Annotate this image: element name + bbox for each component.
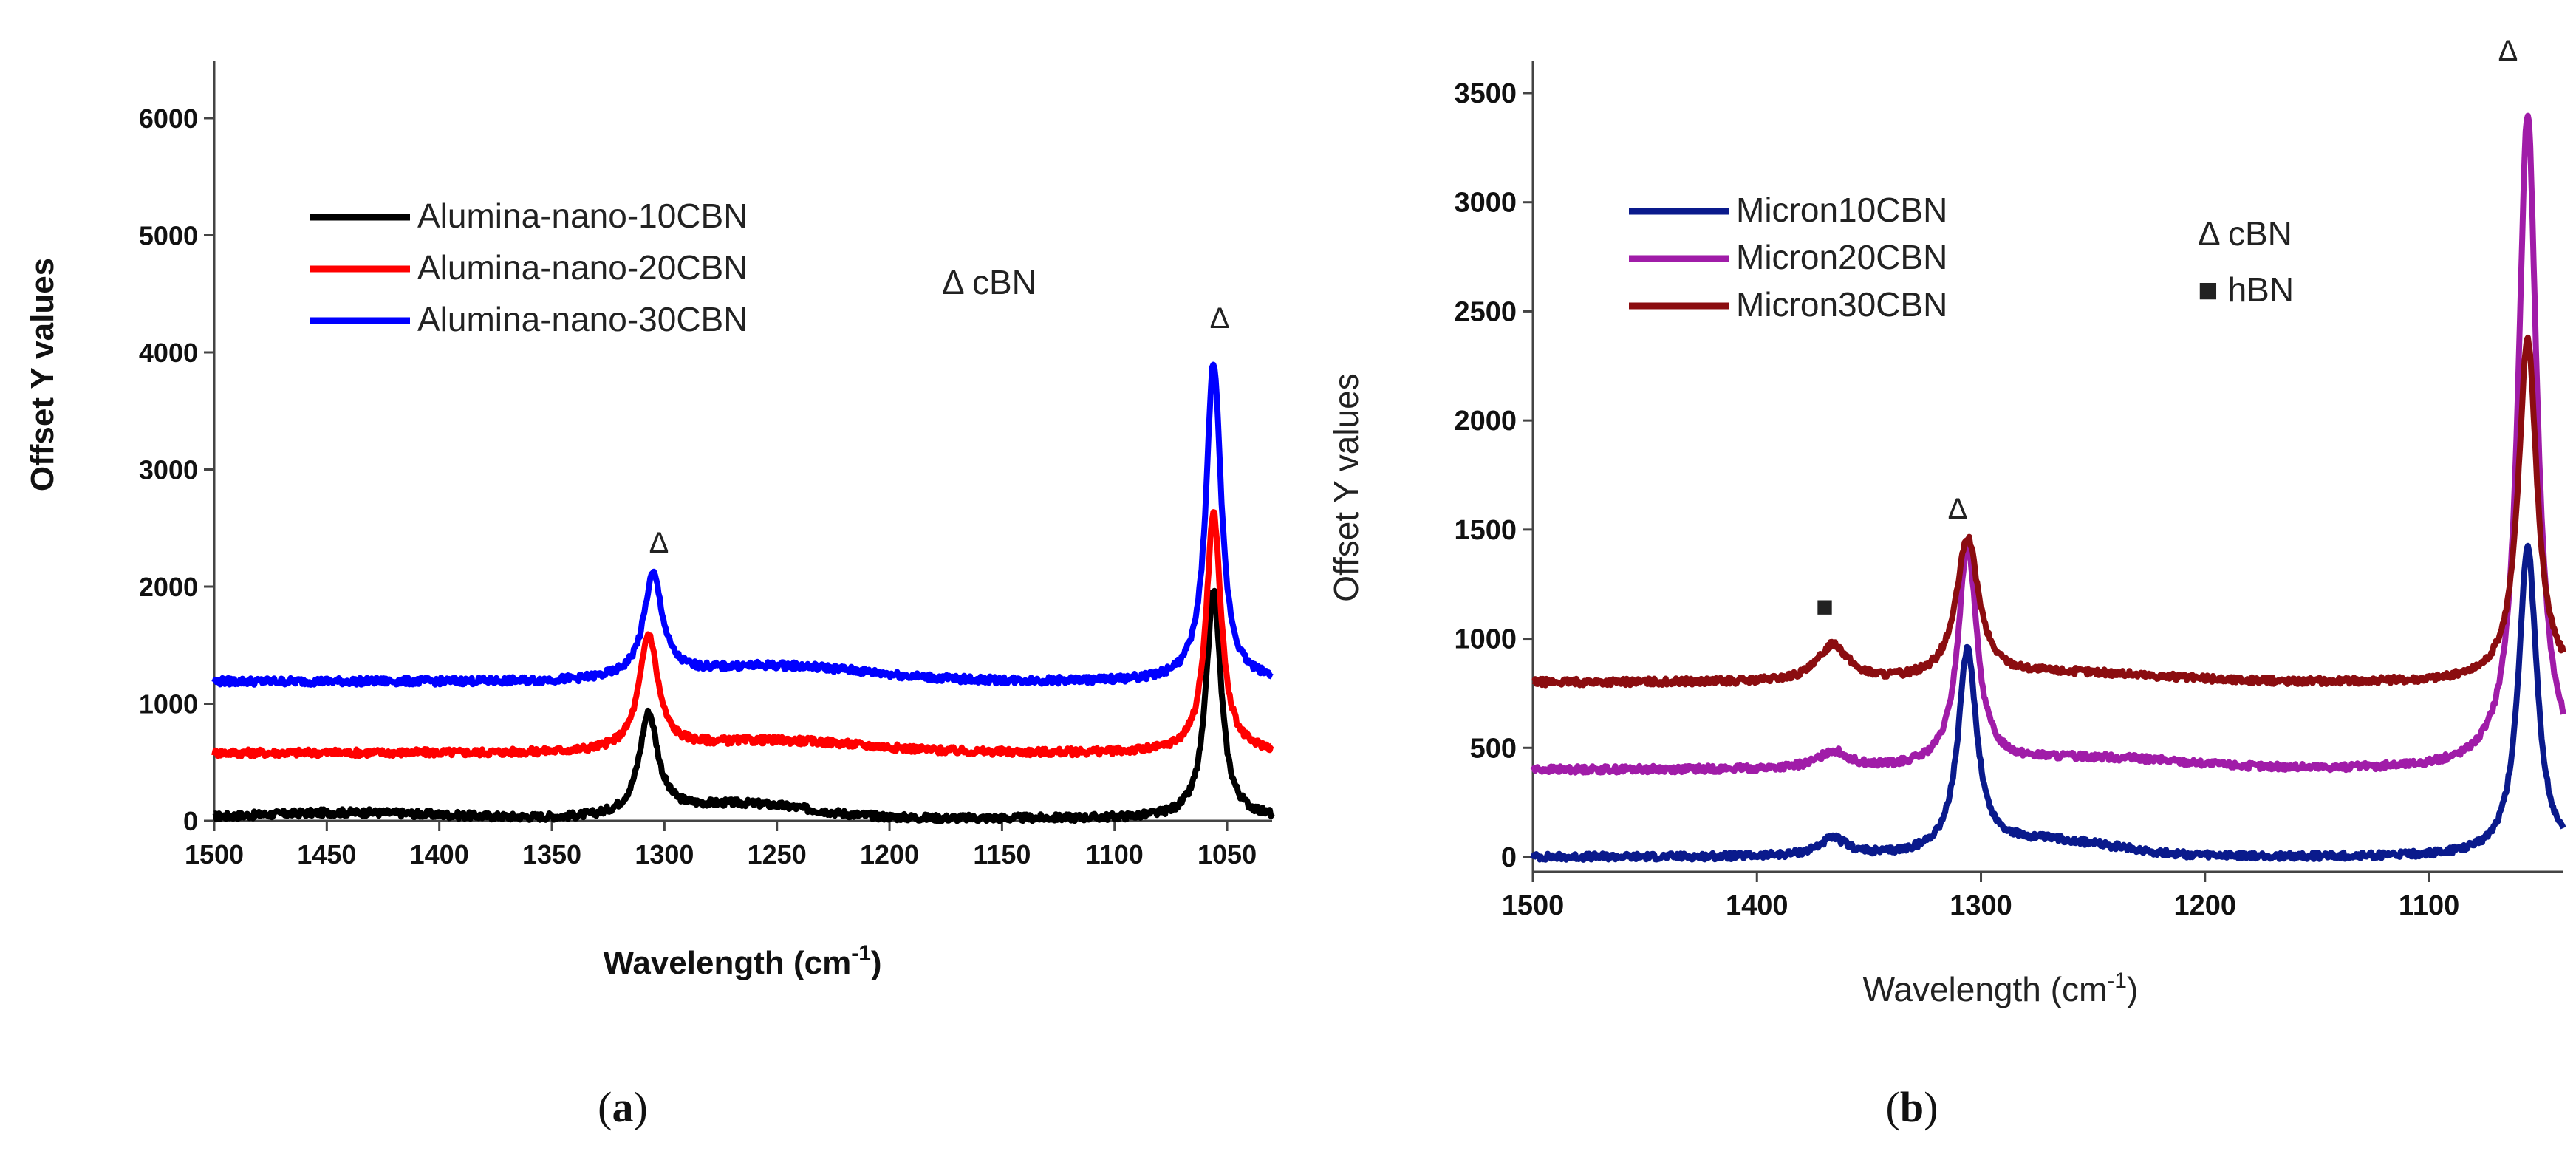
panel-b-legend-label-2: Micron20CBN [1736,238,1947,276]
panel-a-caption-close: ) [634,1083,648,1131]
panel-b-ytick-label: 1500 [1454,515,1517,546]
panel-a-xtick-label: 1250 [748,839,807,870]
panel-a-xlabel-close: ) [871,945,882,981]
panel-b-ytick-label: 3500 [1454,78,1517,109]
panel-b-xlabel-main: Wavelength (cm [1863,970,2108,1008]
panel-a-peak-marker-1057: Δ [1210,302,1230,335]
panel-a-cbn-annotation: Δ cBN [942,263,1036,301]
panel-a-series-line-3 [211,361,1274,688]
panel-b-ytick-label: 0 [1501,842,1517,873]
panel-b-legend-label-1: Micron10CBN [1736,191,1947,229]
panel-a-xtick-label: 1450 [297,839,356,870]
panel-a-ytick-label: 1000 [139,689,198,720]
panel-b-ytick-label: 2500 [1454,296,1517,327]
panel-a-caption-open: ( [598,1083,612,1131]
panel-b-chart: 0 500 1000 1500 2000 2500 3000 3500 1500 1400 130… [1327,35,2566,1131]
panel-a-ytick-label: 0 [183,806,198,836]
panel-b-xtick-label: 1500 [1502,890,1565,921]
panel-b-hbn-peak-marker: ■ [1816,590,1834,623]
panel-b-caption-letter: b [1900,1083,1924,1131]
panel-b-xtick-label: 1100 [2399,890,2459,921]
panel-b-ytick-label: 1000 [1454,624,1517,655]
panel-b-ytick-label: 3000 [1454,188,1517,219]
panel-a-ytick-label: 5000 [139,221,198,251]
panel-a-series-line-1 [212,587,1275,824]
panel-a-xtick-label: 1150 [973,839,1031,870]
panel-a-xtick-label: 1050 [1198,839,1257,870]
panel-b-peak-marker-1306: Δ [1948,493,1968,525]
panel-b-hbn-annotation: ■ hBN [2198,270,2294,309]
panel-b-xlabel-close: ) [2127,970,2138,1008]
panel-a-y-axis-label: Offset Y values [24,258,61,491]
panel-b-xtick-label: 1400 [1726,890,1788,921]
panel-b-xlabel-sup: -1 [2107,969,2127,993]
panel-b-x-axis-label: Wavelength (cm-1) [1863,969,2139,1008]
panel-b-y-axis-label: Offset Y values [1327,373,1365,601]
panel-b-peak-marker-1056: Δ [2498,35,2518,67]
panel-b-cbn-annotation: Δ cBN [2198,214,2292,253]
panel-a-caption: (a) [598,1083,648,1131]
panel-a-xlabel-sup: -1 [851,941,871,966]
panel-a-xtick-label: 1300 [635,839,694,870]
panel-b-series-line-2 [1530,112,2566,776]
panel-a-peak-marker-1305: Δ [649,527,669,559]
panel-a-chart: 0 1000 2000 3000 4000 5000 6000 1500 1450 1400 13… [24,61,1275,1131]
panel-a-xtick-label: 1350 [522,839,581,870]
panel-b-caption-close: ) [1924,1083,1938,1131]
panel-a-caption-letter: a [612,1083,634,1131]
panel-b-caption: (b) [1886,1083,1938,1131]
panel-a-xtick-label: 1200 [860,839,919,870]
panel-b-series-line-1 [1530,542,2566,863]
panel-a-series-line-2 [211,509,1274,759]
panel-a-xtick-label: 1500 [185,839,244,870]
panel-a-xtick-label: 1400 [410,839,469,870]
panel-b-xtick-label: 1200 [2174,890,2237,921]
panel-b-caption-open: ( [1886,1083,1900,1131]
panel-a-legend-label-2: Alumina-nano-20CBN [417,248,748,287]
panel-a-ytick-label: 2000 [139,572,198,602]
panel-a-ytick-label: 4000 [139,338,198,368]
panel-b-ytick-label: 500 [1470,733,1517,764]
panel-b-series-line-3 [1531,334,2566,689]
panel-a-legend-label-1: Alumina-nano-10CBN [417,197,748,235]
panel-a-xtick-label: 1100 [1086,839,1144,870]
panel-a-legend-label-3: Alumina-nano-30CBN [417,300,748,338]
panel-b-ytick-label: 2000 [1454,406,1517,437]
panel-b-xtick-label: 1300 [1950,890,2012,921]
panel-a-xlabel-main: Wavelength (cm [603,945,851,981]
panel-a-ytick-label: 3000 [139,455,198,485]
panel-a-ytick-label: 6000 [139,103,198,134]
panel-b-legend-label-3: Micron30CBN [1736,285,1947,324]
panel-a-x-axis-label: Wavelength (cm-1) [603,941,881,981]
